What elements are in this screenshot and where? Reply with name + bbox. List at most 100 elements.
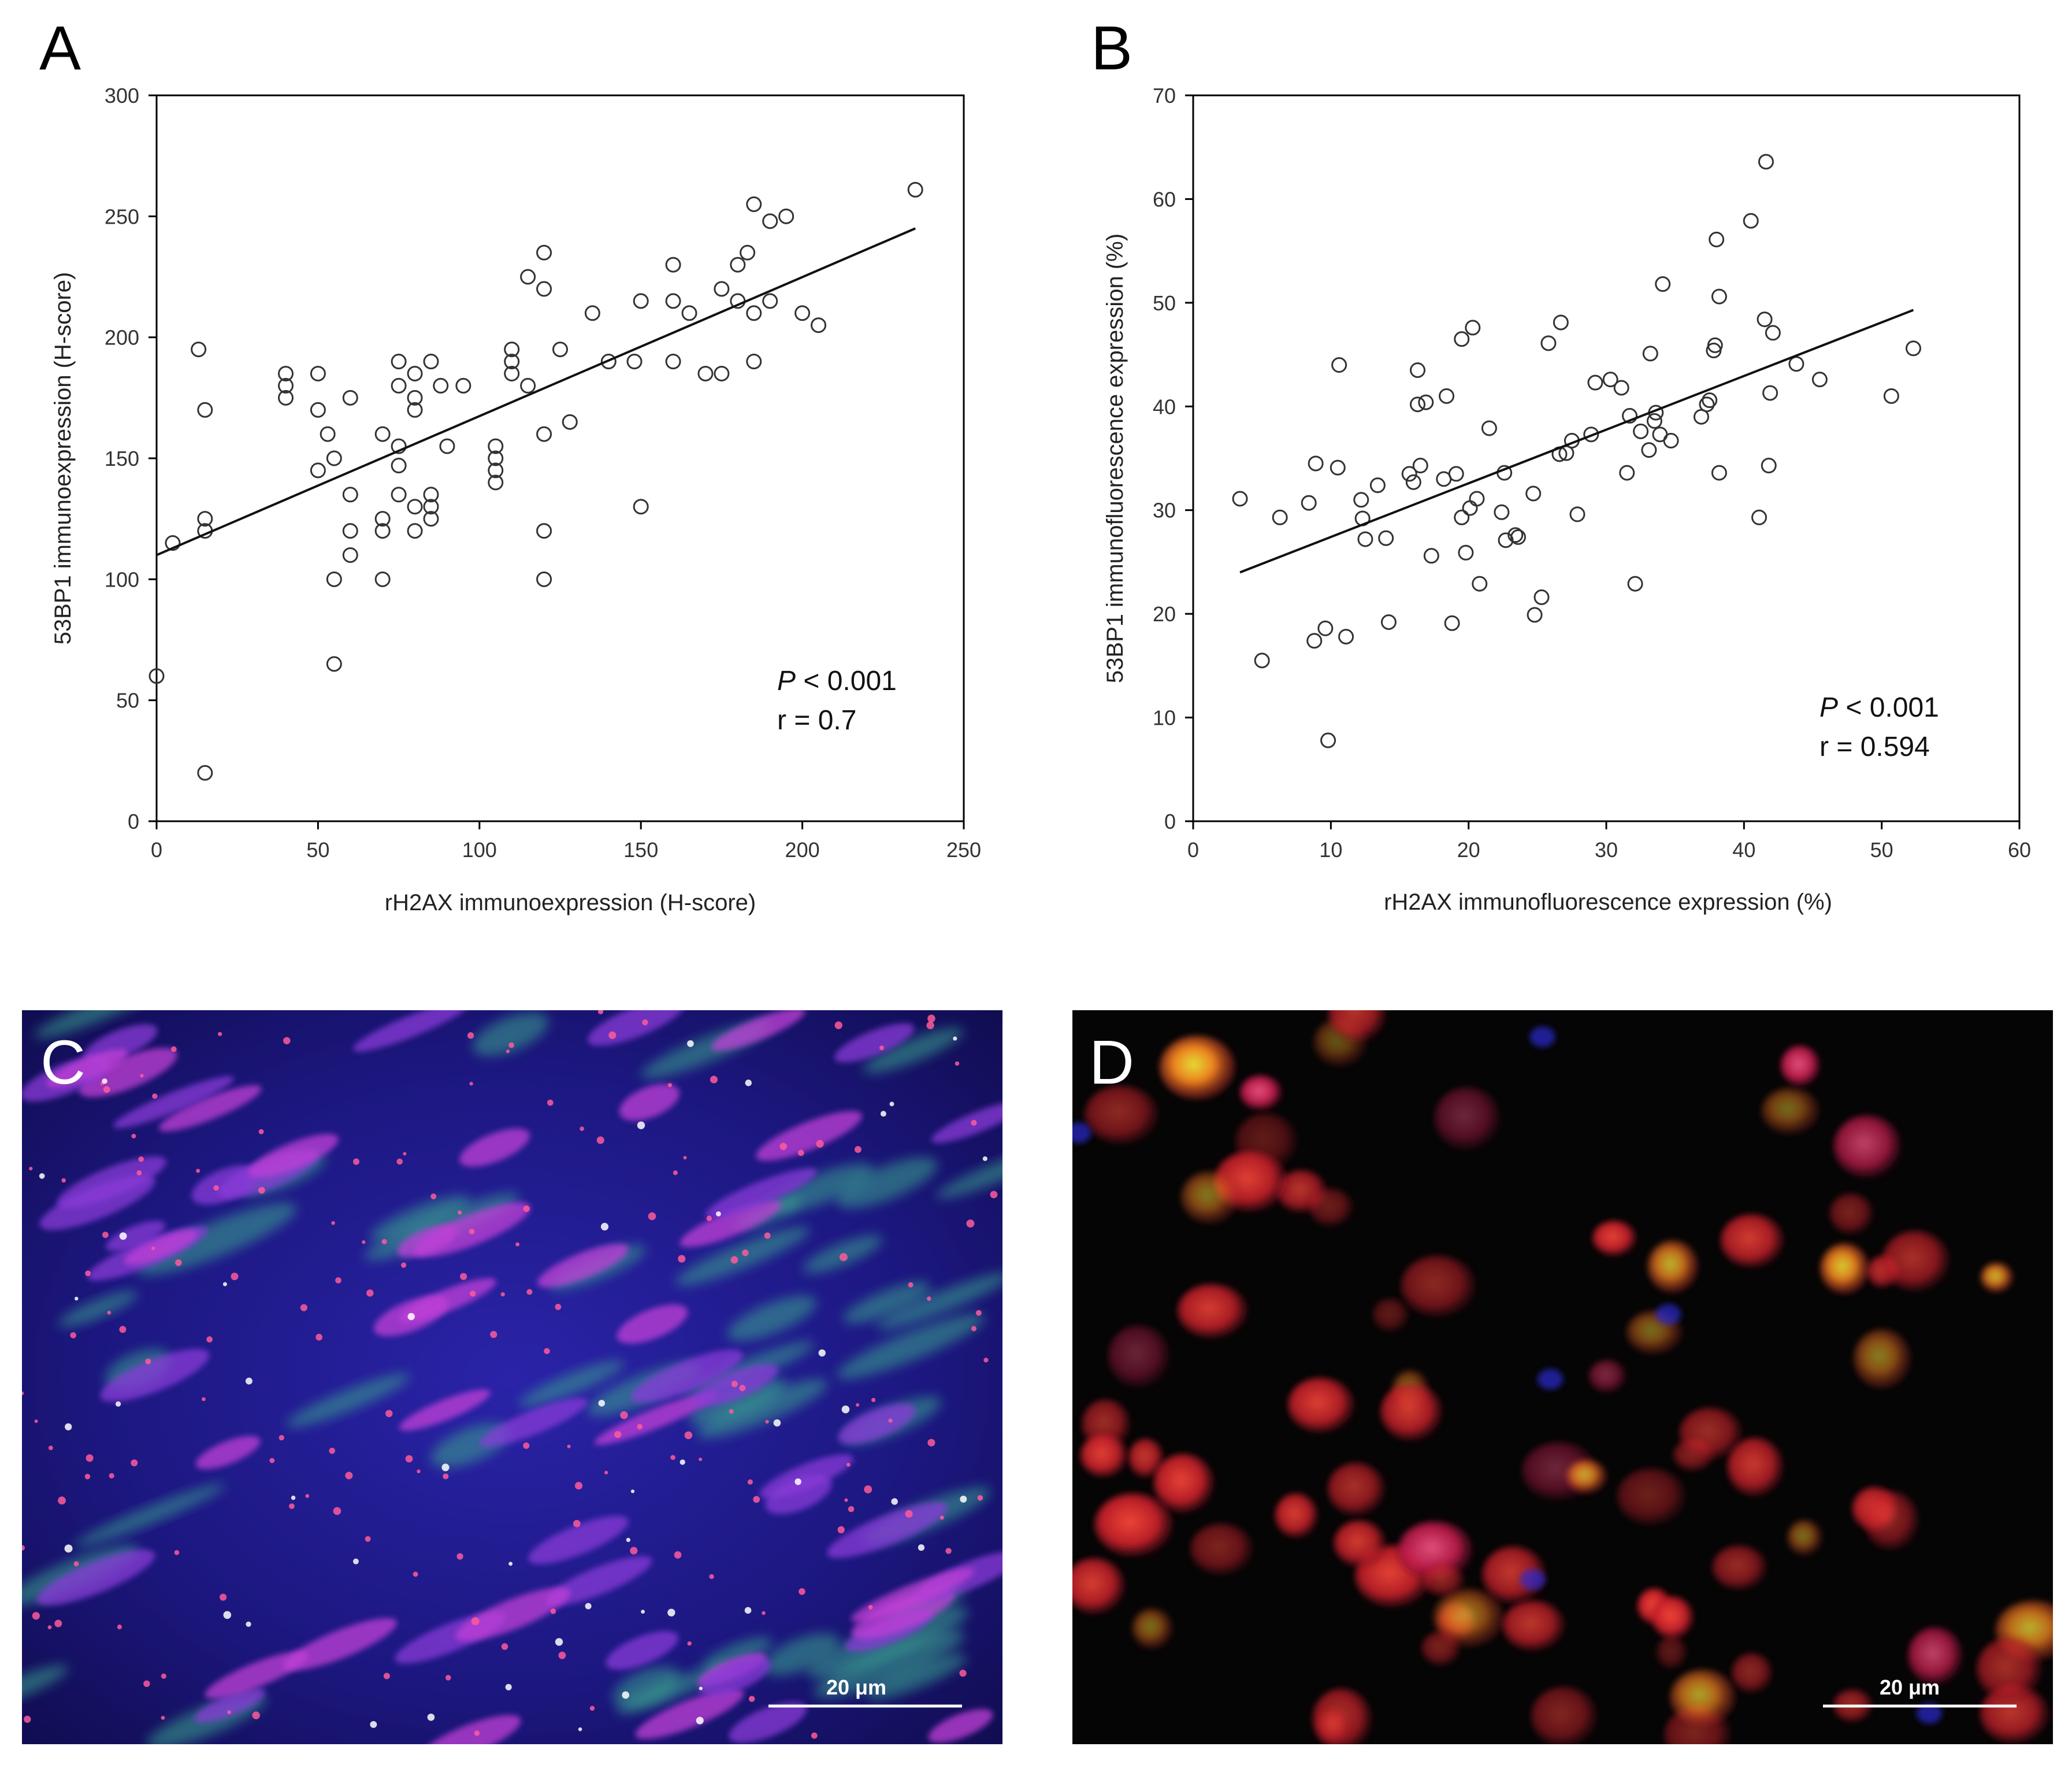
chartA-data-point [391, 377, 407, 394]
chartA-data-point [778, 208, 794, 224]
nucleus [838, 1403, 916, 1444]
chartA-data-point [407, 499, 423, 515]
nuclear-focus [370, 1720, 377, 1728]
nucleus [851, 1588, 955, 1639]
nucleus [1761, 1087, 1820, 1134]
nuclear-focus [747, 1479, 753, 1485]
nuclear-focus [170, 1046, 177, 1052]
chartB-data-point [1743, 213, 1759, 229]
nuclear-focus [641, 1610, 645, 1614]
chartB-data-point [1507, 527, 1524, 543]
cytoplasm-streak [34, 1010, 159, 1039]
nucleus [1107, 1325, 1171, 1388]
chart-a-p-annotation: P < 0.001 [777, 666, 897, 696]
nucleus [619, 1084, 679, 1121]
nuclear-focus [818, 1349, 826, 1357]
panel-label-a: A [39, 13, 81, 83]
chartB-data-point [1472, 576, 1488, 592]
chart-b-x-axis-label: rH2AX immunofluorescence expression (%) [1384, 889, 1832, 915]
nucleus [1833, 1114, 1902, 1178]
nuclear-focus [739, 1385, 746, 1392]
chartA-x-tick-label: 100 [462, 838, 497, 862]
nuclear-focus [674, 1551, 682, 1559]
chartA-data-point [665, 257, 681, 273]
chartA-y-tick-label: 150 [105, 447, 139, 470]
nuclear-focus [445, 1675, 451, 1681]
chartB-y-tick-label: 60 [1153, 187, 1176, 211]
nuclear-focus [888, 1418, 893, 1423]
nuclear-focus [65, 1423, 72, 1430]
nuclear-focus [61, 1178, 66, 1183]
nucleus [1434, 1087, 1501, 1151]
nucleus [1720, 1214, 1785, 1269]
nuclear-focus [58, 1496, 66, 1505]
nuclear-focus [458, 1210, 462, 1215]
nucleus [1592, 1220, 1637, 1257]
chartA-data-point [520, 377, 536, 394]
chartB-data-point [1405, 474, 1421, 490]
nuclear-focus [136, 1170, 142, 1176]
nucleus [1422, 1563, 1465, 1597]
chartA-data-point [320, 426, 336, 442]
chartB-data-point [1357, 531, 1373, 547]
nuclear-focus [797, 1150, 804, 1156]
nuclear-focus [84, 1474, 91, 1480]
nucleus [1976, 1637, 2043, 1701]
nucleus [248, 1134, 339, 1178]
nuclear-focus [109, 1473, 114, 1479]
chartB-data-point [1587, 374, 1603, 391]
chartA-data-point [811, 317, 827, 333]
nucleus [1153, 1453, 1215, 1514]
nuclear-focus [880, 1111, 886, 1117]
chartA-data-point [536, 571, 552, 587]
micrograph-c-scale-bar-label: 20 μm [826, 1675, 886, 1699]
nuclear-focus [131, 1133, 136, 1139]
chartB-data-point [1707, 337, 1723, 353]
nucleus [39, 1175, 155, 1230]
chartA-x-tick-label: 250 [946, 838, 981, 862]
nucleus [1333, 1519, 1387, 1567]
nuclear-focus [684, 1431, 693, 1440]
chartB-data-point [1306, 633, 1323, 649]
chartA-data-point [504, 354, 520, 370]
nucleus [113, 1076, 234, 1128]
chartB-data-point [1380, 614, 1397, 630]
chartA-data-point [536, 523, 552, 539]
nuclear-focus [982, 1156, 987, 1161]
nuclear-focus [102, 1078, 107, 1084]
nucleus [1190, 1523, 1254, 1575]
nucleus [1711, 1545, 1767, 1590]
chartA-data-point [374, 571, 391, 587]
nuclear-focus [29, 1166, 33, 1171]
chartB-data-point [1320, 732, 1336, 748]
nuclear-focus [626, 1537, 630, 1542]
chartB-data-point [1602, 372, 1618, 388]
chartB-data-point [1423, 548, 1439, 564]
chartA-y-tick-label: 200 [105, 326, 139, 350]
chartA-y-tick-label: 300 [105, 84, 139, 107]
nuclear-focus [279, 1434, 284, 1441]
chartB-y-tick-label: 0 [1164, 810, 1176, 833]
nuclear-focus [501, 1643, 508, 1650]
nucleus [635, 1689, 744, 1740]
chartB-data-point [1254, 652, 1270, 669]
chartA-data-point [665, 293, 681, 309]
nuclear-focus [34, 1419, 38, 1423]
nuclear-focus [544, 1348, 550, 1355]
nuclear-focus [683, 1156, 687, 1160]
nuclear-focus [145, 1358, 151, 1364]
chartA-data-point [197, 402, 213, 418]
chartB-data-point [1510, 529, 1526, 545]
nuclear-focus [667, 1608, 675, 1616]
chartA-data-point [536, 244, 552, 261]
nuclear-focus [331, 1221, 335, 1225]
chartB-data-point [1378, 530, 1394, 546]
chartA-data-point [488, 438, 504, 454]
chartA-data-point [342, 547, 358, 563]
nucleus [834, 1023, 915, 1063]
chartA-data-point [197, 511, 213, 527]
nuclear-focus [555, 1638, 563, 1646]
nuclear-focus [971, 1119, 977, 1126]
nuclear-focus [547, 1099, 554, 1106]
nuclear-focus [696, 1716, 704, 1725]
